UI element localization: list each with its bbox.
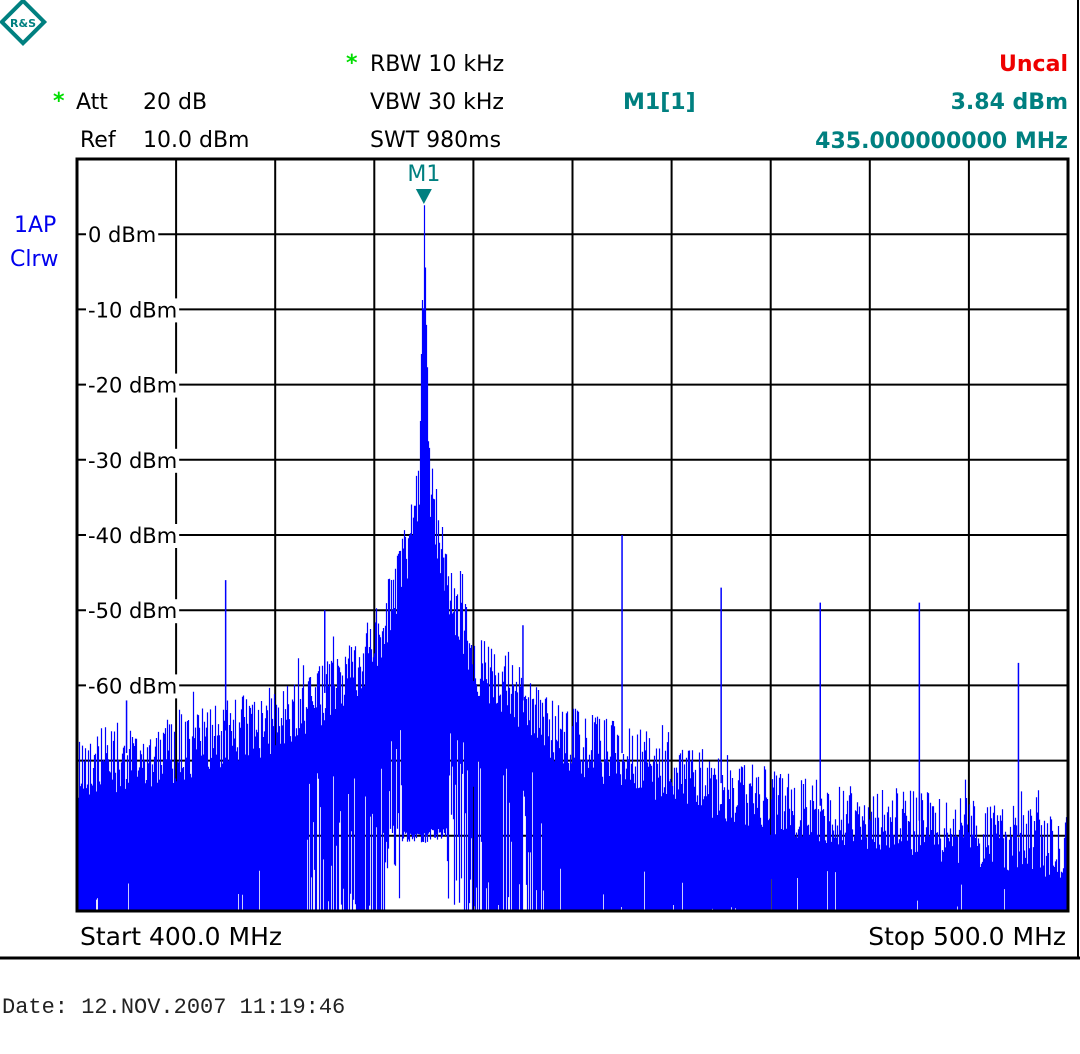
y-tick-label: -10 dBm	[88, 298, 177, 322]
y-tick-label: -60 dBm	[88, 674, 177, 698]
plot-frame	[75, 157, 1070, 913]
y-tick-label: 0 dBm	[88, 223, 156, 247]
grid	[77, 159, 1068, 911]
rs-logo-icon: R&S	[0, 0, 48, 47]
marker-name: M1[1]	[623, 90, 696, 115]
marker-m1: M1	[407, 162, 440, 204]
marker-label: M1	[407, 162, 440, 187]
start-frequency: Start 400.0 MHz	[80, 922, 282, 951]
trace-mode-label: Clrw	[10, 247, 59, 272]
y-tick-label-background	[86, 298, 180, 323]
att-flag: *	[53, 89, 65, 114]
rbw-flag: *	[346, 51, 358, 76]
trace-layer	[76, 205, 1069, 911]
stop-frequency: Stop 500.0 MHz	[868, 922, 1066, 951]
swt-value: SWT 980ms	[370, 128, 501, 153]
trace-detector-label: 1AP	[14, 213, 56, 238]
y-axis-labels: 0 dBm -10 dBm -20 dBm -30 dBm -40 dBm -50 dBm…	[86, 223, 180, 699]
y-tick-label-background	[86, 223, 159, 248]
marker-frequency: 435.000000000 MHz	[815, 129, 1068, 154]
att-value: 20 dB	[143, 90, 207, 115]
date-stamp: Date: 12.NOV.2007 11:19:46	[2, 995, 345, 1020]
y-tick-label-background	[86, 448, 180, 473]
rbw-value: RBW 10 kHz	[370, 52, 504, 77]
marker-level: 3.84 dBm	[951, 90, 1068, 115]
ref-label: Ref	[80, 128, 117, 153]
y-tick-label-background	[86, 674, 180, 699]
y-tick-label: -40 dBm	[88, 524, 177, 548]
vbw-value: VBW 30 kHz	[370, 90, 504, 115]
y-tick-label: -50 dBm	[88, 599, 177, 623]
ref-value: 10.0 dBm	[143, 128, 249, 153]
y-tick-label: -20 dBm	[88, 374, 177, 398]
att-label: Att	[76, 90, 108, 115]
uncal-indicator: Uncal	[999, 52, 1068, 77]
y-tick-label-background	[86, 524, 180, 548]
svg-text:R&S: R&S	[10, 17, 36, 30]
marker-triangle-icon	[415, 189, 432, 204]
y-tick-label: -30 dBm	[88, 449, 177, 473]
y-tick-label-background	[86, 599, 180, 624]
y-tick-label-background	[86, 373, 180, 398]
